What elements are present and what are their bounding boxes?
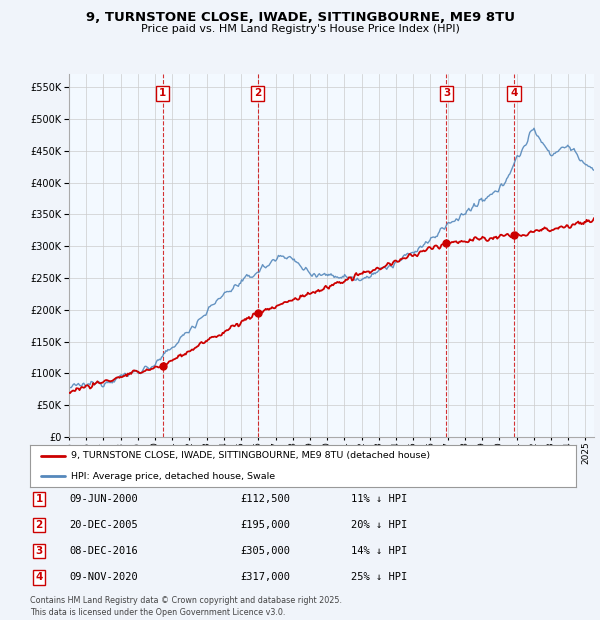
Text: 14% ↓ HPI: 14% ↓ HPI: [351, 546, 407, 556]
Text: 2: 2: [35, 520, 43, 530]
Bar: [69, 74, 163, 437]
Text: 11% ↓ HPI: 11% ↓ HPI: [351, 494, 407, 504]
Text: HPI: Average price, detached house, Swale: HPI: Average price, detached house, Swal…: [71, 472, 275, 480]
Text: £305,000: £305,000: [240, 546, 290, 556]
Text: £195,000: £195,000: [240, 520, 290, 530]
Bar: [258, 74, 446, 437]
Text: Price paid vs. HM Land Registry's House Price Index (HPI): Price paid vs. HM Land Registry's House …: [140, 24, 460, 33]
Text: 20% ↓ HPI: 20% ↓ HPI: [351, 520, 407, 530]
Text: 25% ↓ HPI: 25% ↓ HPI: [351, 572, 407, 582]
Text: 4: 4: [510, 89, 518, 99]
Text: 9, TURNSTONE CLOSE, IWADE, SITTINGBOURNE, ME9 8TU: 9, TURNSTONE CLOSE, IWADE, SITTINGBOURNE…: [86, 11, 515, 24]
Bar: [514, 74, 594, 437]
Text: 1: 1: [159, 89, 166, 99]
Text: 09-JUN-2000: 09-JUN-2000: [69, 494, 138, 504]
Text: 09-NOV-2020: 09-NOV-2020: [69, 572, 138, 582]
Text: 4: 4: [35, 572, 43, 582]
Text: £317,000: £317,000: [240, 572, 290, 582]
Bar: [446, 74, 514, 437]
Text: 9, TURNSTONE CLOSE, IWADE, SITTINGBOURNE, ME9 8TU (detached house): 9, TURNSTONE CLOSE, IWADE, SITTINGBOURNE…: [71, 451, 430, 461]
Text: 3: 3: [35, 546, 43, 556]
Text: 20-DEC-2005: 20-DEC-2005: [69, 520, 138, 530]
Text: 1: 1: [35, 494, 43, 504]
Text: 3: 3: [443, 89, 450, 99]
Text: 08-DEC-2016: 08-DEC-2016: [69, 546, 138, 556]
Bar: [163, 74, 258, 437]
Text: £112,500: £112,500: [240, 494, 290, 504]
Text: 2: 2: [254, 89, 262, 99]
Text: Contains HM Land Registry data © Crown copyright and database right 2025.
This d: Contains HM Land Registry data © Crown c…: [30, 596, 342, 617]
